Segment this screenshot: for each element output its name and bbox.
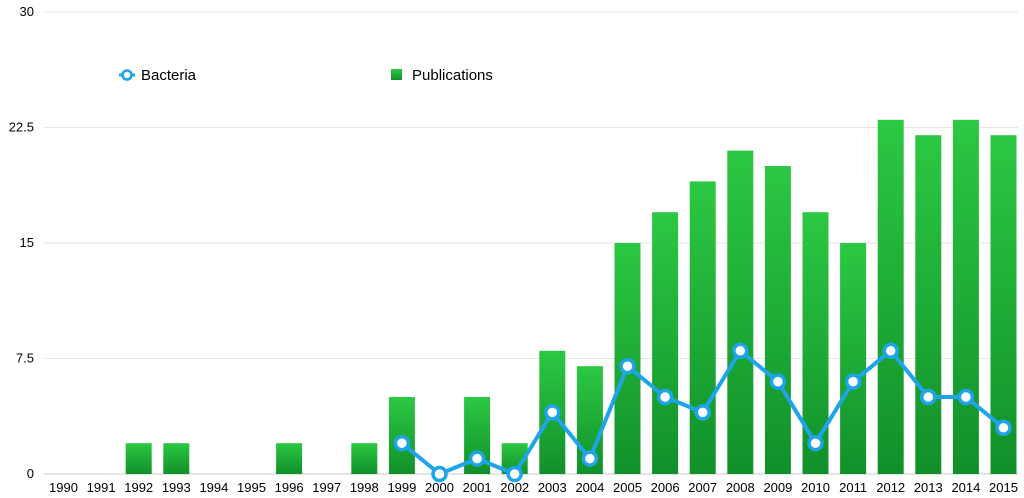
- bacteria-point: [431, 465, 448, 483]
- publications-bar: [652, 212, 679, 474]
- bacteria-point: [656, 388, 674, 406]
- y-tick-label: 7.5: [16, 351, 34, 366]
- legend: Bacteria Publications: [119, 67, 493, 84]
- publications-bar: [689, 181, 716, 474]
- x-tick-label: 1991: [87, 480, 116, 495]
- x-tick-label: 2008: [726, 480, 755, 495]
- x-tick-label: 2012: [876, 480, 905, 495]
- bacteria-point: [544, 404, 561, 421]
- x-tick-label: 2011: [839, 480, 867, 495]
- bacteria-point: [995, 419, 1012, 437]
- legend-bacteria-label: Bacteria: [141, 67, 197, 84]
- publications-bars: [125, 119, 1017, 475]
- x-tick-label: 2005: [613, 480, 642, 495]
- x-tick-label: 1995: [237, 480, 266, 495]
- publications-bar: [802, 212, 829, 474]
- bacteria-point: [506, 465, 523, 483]
- bacteria-point: [807, 434, 824, 452]
- legend-publications-label: Publications: [412, 67, 493, 84]
- publications-bar: [125, 443, 152, 474]
- publications-bar: [915, 135, 942, 474]
- x-tick-label: 1999: [387, 480, 416, 495]
- bacteria-point: [844, 373, 862, 390]
- x-tick-label: 2014: [951, 480, 980, 495]
- publications-bar: [990, 135, 1017, 474]
- bacteria-point: [769, 373, 787, 390]
- publications-bar: [840, 243, 867, 474]
- bacteria-line: [393, 342, 1012, 483]
- y-tick-label: 0: [27, 466, 34, 481]
- bacteria-point: [957, 388, 975, 406]
- y-tick-label: 15: [20, 235, 34, 250]
- x-tick-label: 2002: [500, 480, 529, 495]
- x-tick-label: 1997: [312, 480, 341, 495]
- publications-bar: [764, 166, 791, 474]
- x-tick-label: 2000: [425, 480, 454, 495]
- publications-bar: [163, 443, 190, 474]
- x-tick-label: 1994: [199, 480, 228, 495]
- x-tick-label: 1993: [162, 480, 191, 495]
- x-tick-label: 1992: [124, 480, 153, 495]
- x-tick-label: 1998: [350, 480, 379, 495]
- bacteria-point: [694, 404, 711, 421]
- y-tick-label: 22.5: [9, 120, 34, 135]
- x-tick-label: 2010: [801, 480, 830, 495]
- x-tick-label: 2001: [463, 480, 492, 495]
- publications-bar: [877, 119, 904, 475]
- bacteria-point: [581, 450, 599, 467]
- x-tick-label: 1996: [275, 480, 304, 495]
- publications-bar: [351, 443, 378, 474]
- x-tick-label: 2009: [763, 480, 792, 495]
- publications-bar: [276, 443, 303, 474]
- bacteria-point: [393, 434, 411, 452]
- x-tick-label: 2006: [651, 480, 680, 495]
- y-axis-ticks: 0 7.5 15 22.5 30: [9, 4, 34, 481]
- publications-bar: [952, 119, 979, 475]
- legend-bacteria-marker: [121, 69, 133, 81]
- x-tick-label: 1990: [49, 480, 78, 495]
- y-tick-label: 30: [20, 4, 34, 19]
- bacteria-point: [468, 450, 486, 467]
- x-tick-label: 2015: [989, 480, 1018, 495]
- x-axis-ticks: 1990 1991 1992 1993 1994 1995 1996 1997 1998 1999…: [49, 480, 1018, 495]
- bacteria-point: [920, 388, 937, 406]
- x-tick-label: 2004: [575, 480, 604, 495]
- bacteria-point: [619, 357, 636, 375]
- x-tick-label: 2013: [914, 480, 943, 495]
- publications-bar: [727, 150, 754, 474]
- bacteria-point: [882, 342, 899, 360]
- legend-publications-swatch: [391, 69, 402, 80]
- x-tick-label: 2007: [688, 480, 717, 495]
- bacteria-point: [732, 342, 749, 360]
- x-tick-label: 2003: [538, 480, 567, 495]
